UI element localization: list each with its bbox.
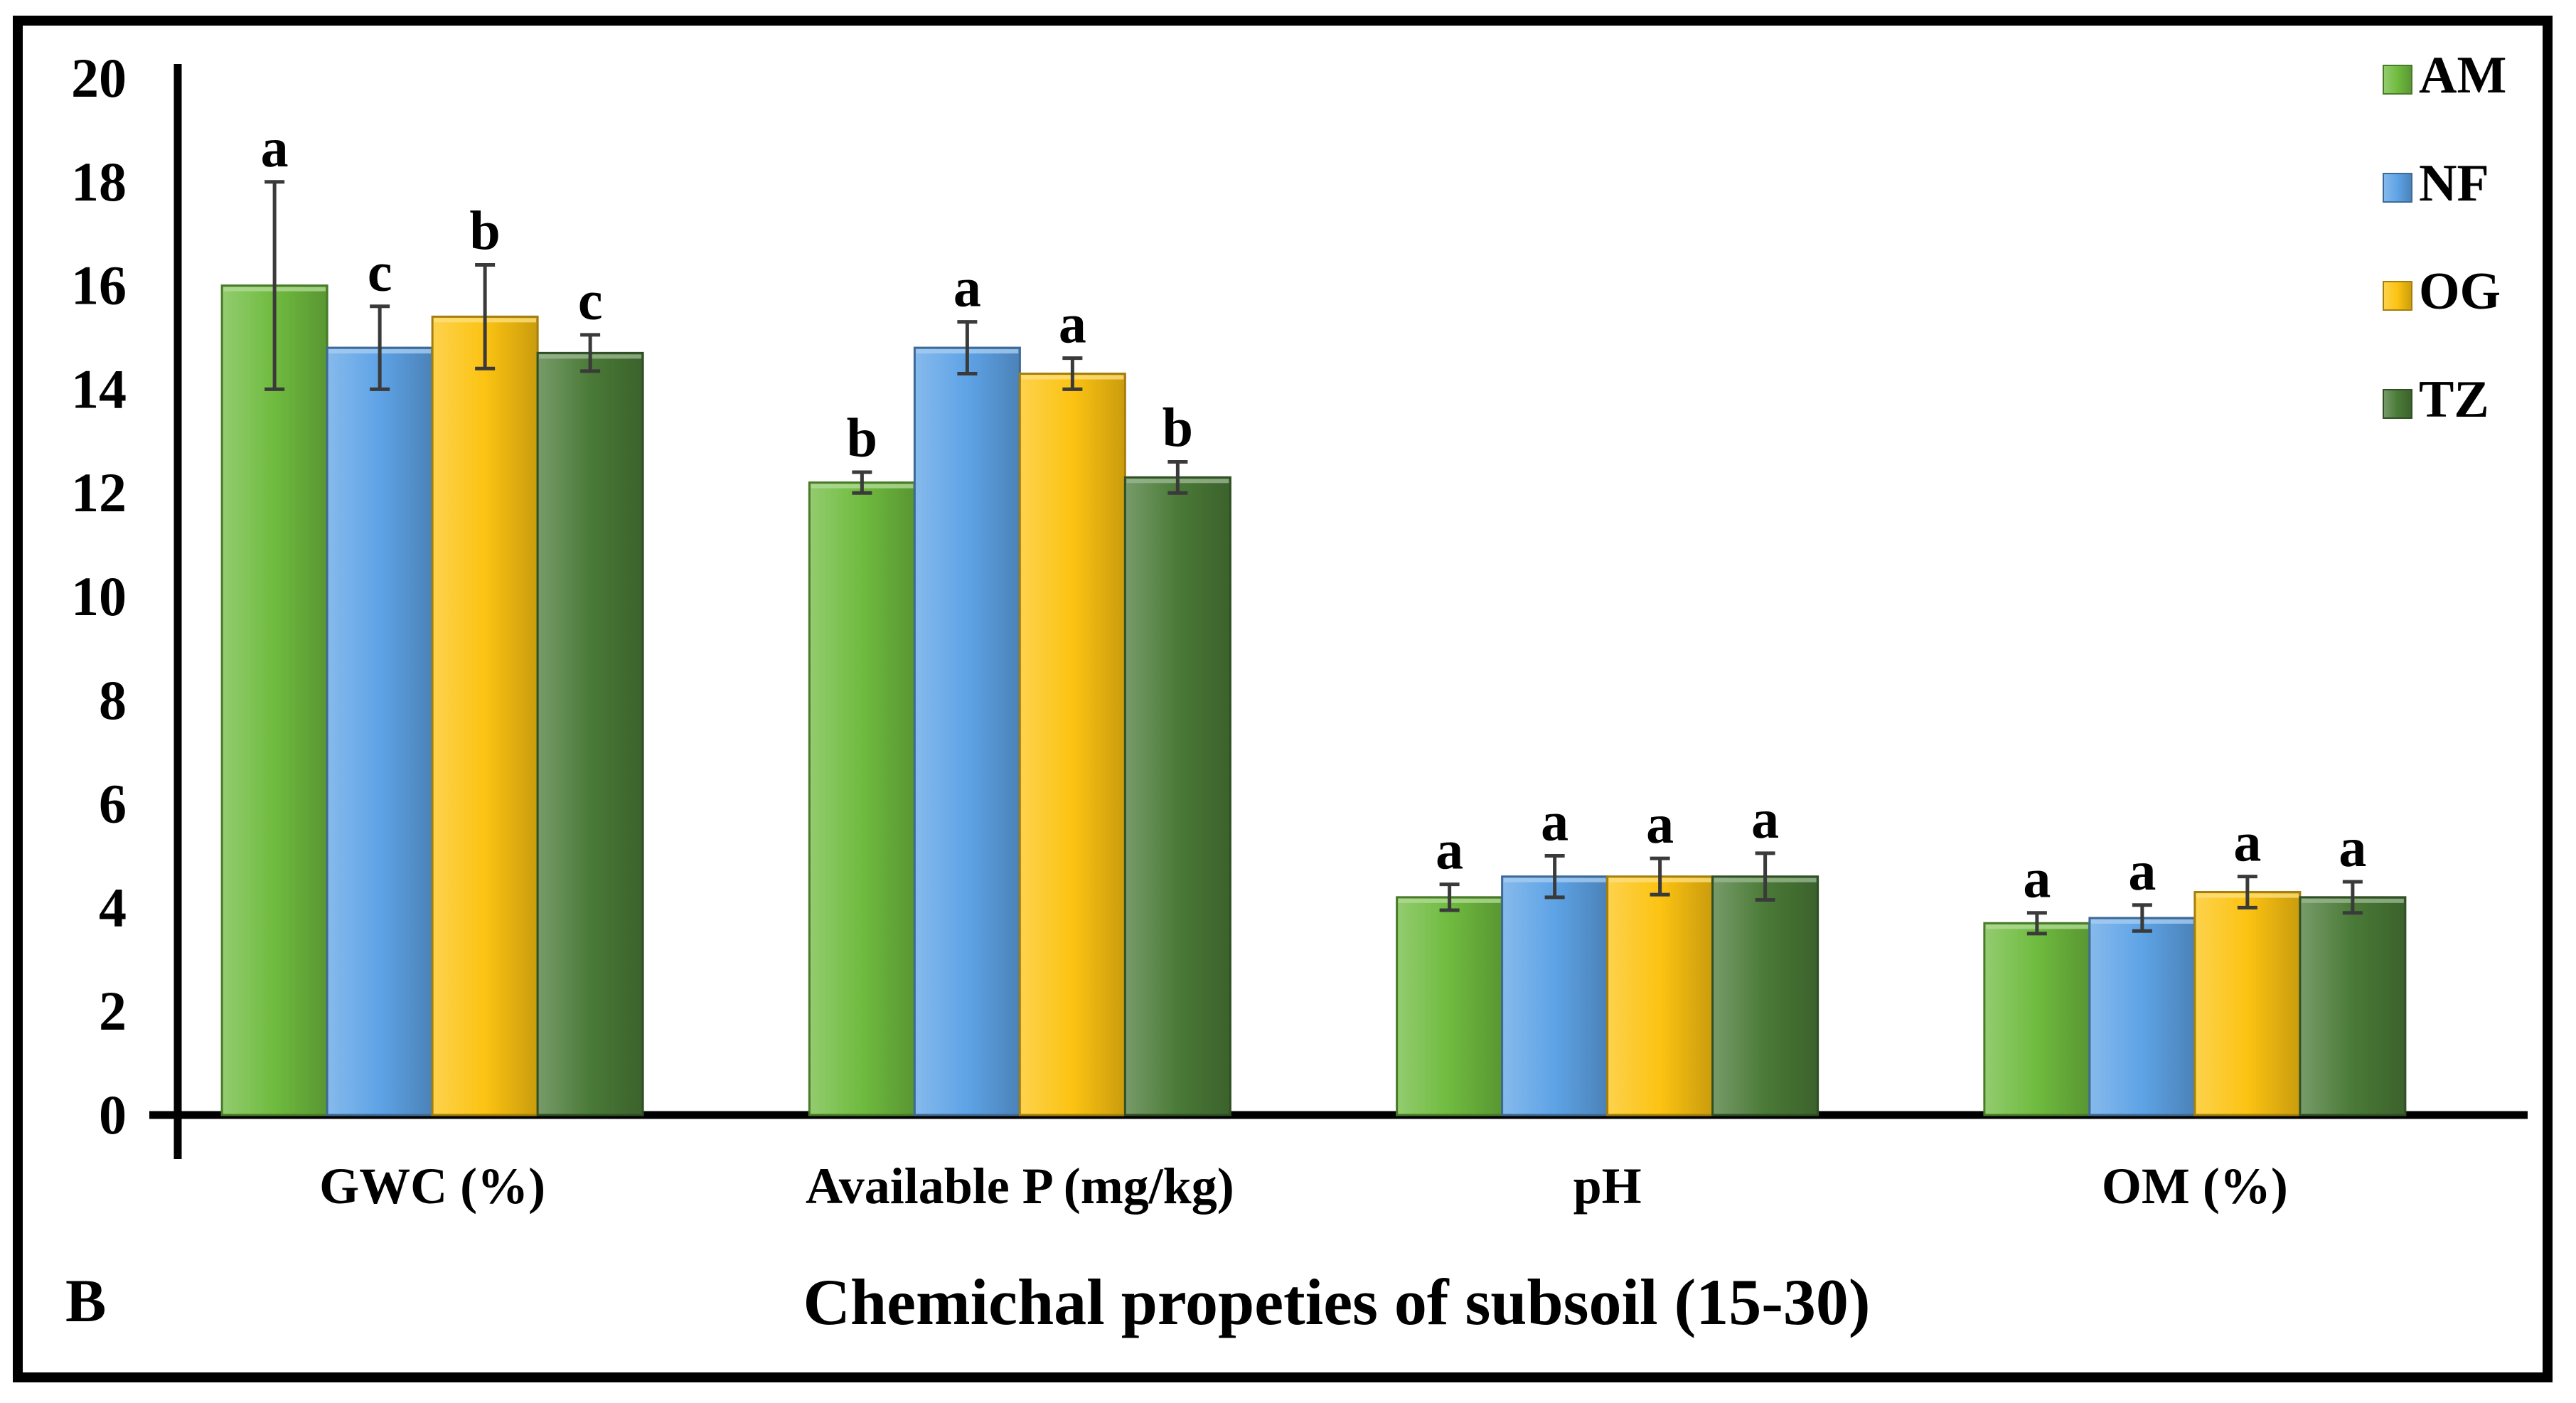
- legend-label: AM: [2419, 46, 2506, 105]
- bar-tz-om: [2299, 896, 2407, 1116]
- y-tick-label: 20: [71, 47, 127, 109]
- bar-og-gwc: [431, 315, 539, 1116]
- legend-label: NF: [2419, 154, 2489, 213]
- bar-nf-available-p-mg-kg: [913, 346, 1021, 1116]
- error-bar: [852, 470, 872, 495]
- significance-letter: a: [261, 117, 289, 178]
- y-tick-label: 0: [99, 1084, 127, 1146]
- error-bar: [2237, 875, 2257, 909]
- y-tick-label: 18: [71, 151, 127, 213]
- significance-letter: a: [1059, 293, 1086, 355]
- legend-swatch: [2383, 281, 2412, 311]
- error-bar: [370, 304, 390, 391]
- bar-nf-gwc: [326, 346, 434, 1116]
- error-bar: [475, 262, 496, 370]
- bars: [220, 180, 2407, 1116]
- error-bar: [2026, 911, 2047, 936]
- significance-letter: a: [2128, 840, 2156, 902]
- x-tick-label-om: OM (%): [2102, 1158, 2288, 1215]
- bar-og-available-p-mg-kg: [1018, 373, 1126, 1116]
- labels: a c b c b a a b a a a a a a a a: [261, 117, 2367, 909]
- legend-item-nf: NF: [2383, 154, 2489, 213]
- y-tick-label: 10: [71, 565, 127, 627]
- error-bar: [2342, 880, 2363, 915]
- bar-og-ph: [1606, 875, 1714, 1116]
- error-bar: [580, 333, 601, 373]
- bar-am-ph: [1396, 896, 1504, 1116]
- y-tick-label: 6: [99, 773, 127, 835]
- panel-label: B: [65, 1266, 106, 1335]
- bar-am-gwc: [220, 284, 328, 1116]
- y-tick-label: 4: [99, 876, 127, 938]
- legend-label: TZ: [2419, 370, 2489, 429]
- y-tick-label: 2: [99, 980, 127, 1042]
- legend-swatch: [2383, 173, 2412, 203]
- bar-tz-available-p-mg-kg: [1123, 476, 1231, 1116]
- bar-nf-om: [2088, 917, 2196, 1116]
- error-bar: [264, 180, 285, 391]
- x-axis-title: Chemichal propeties of subsoil (15-30): [803, 1266, 1871, 1338]
- x-tick-label-ph: pH: [1573, 1158, 1642, 1215]
- bar-og-om: [2193, 891, 2302, 1116]
- significance-letter: a: [953, 257, 981, 319]
- bar-tz-ph: [1711, 875, 1819, 1116]
- y-tick-label: 16: [71, 255, 127, 316]
- significance-letter: a: [1436, 819, 1463, 881]
- error-bar: [1439, 882, 1460, 912]
- significance-letter: a: [2233, 811, 2261, 873]
- significance-letter: a: [1646, 793, 1674, 855]
- significance-letter: a: [2023, 848, 2051, 909]
- error-bar: [1544, 854, 1565, 900]
- y-tick-label: 12: [71, 462, 127, 523]
- legend-item-tz: TZ: [2383, 370, 2489, 429]
- error-bar: [1650, 856, 1670, 897]
- bar-am-om: [1983, 922, 2091, 1116]
- legend-item-og: OG: [2383, 262, 2501, 321]
- error-bar: [957, 320, 978, 376]
- significance-letter: c: [578, 270, 603, 331]
- legend-label: OG: [2419, 262, 2501, 321]
- y-tick-label: 14: [71, 358, 127, 420]
- significance-letter: b: [847, 407, 877, 469]
- error-bar: [1062, 356, 1083, 391]
- error-bar: [2132, 903, 2152, 933]
- legend-item-am: AM: [2383, 46, 2506, 105]
- legend-swatch: [2383, 389, 2412, 419]
- bar-tz-gwc: [536, 351, 644, 1116]
- significance-letter: b: [1163, 396, 1193, 458]
- significance-letter: c: [368, 241, 392, 303]
- legend: AM NF OG TZ: [2383, 46, 2506, 429]
- x-tick-label-available-p-mg-kg: Available P (mg/kg): [806, 1158, 1234, 1215]
- significance-letter: a: [1541, 791, 1568, 853]
- legend-swatch: [2383, 65, 2412, 95]
- error-bar: [1755, 851, 1775, 902]
- error-bar: [1167, 459, 1188, 495]
- significance-letter: a: [1751, 788, 1779, 850]
- bar-am-available-p-mg-kg: [808, 481, 916, 1116]
- axes: 0 2 4 6 8 10 12 14 16 18 20 GWC (%) Available P (mg/…: [71, 47, 2528, 1215]
- bar-nf-ph: [1501, 875, 1609, 1116]
- y-tick-label: 8: [99, 669, 127, 731]
- significance-letter: b: [469, 199, 500, 261]
- significance-letter: a: [2339, 816, 2366, 878]
- x-tick-label-gwc: GWC (%): [319, 1158, 545, 1215]
